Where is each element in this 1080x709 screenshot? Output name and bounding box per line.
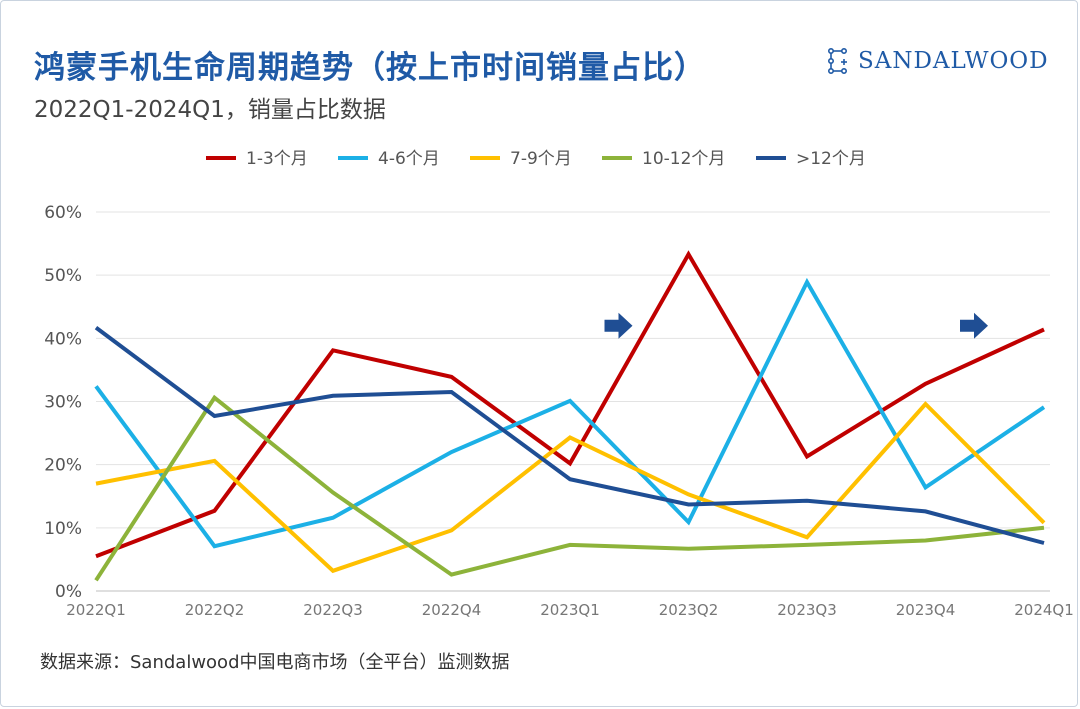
x-tick-label: 2022Q3: [303, 601, 363, 619]
legend-label: 1-3个月: [246, 149, 308, 169]
legend-label: >12个月: [796, 149, 866, 169]
arrow-right-icon: [604, 312, 633, 339]
x-tick-label: 2023Q1: [540, 601, 600, 619]
brand-logo: SANDALWOOD: [826, 46, 1049, 76]
x-axis-ticks: 2022Q1 2022Q2 2022Q3 2022Q4 2023Q1 2023Q2 2023…: [66, 601, 1074, 619]
series-line-2: [95, 401, 1046, 574]
series-line-1: [94, 277, 1046, 549]
y-axis-ticks: 0% 10% 20% 30% 40% 50% 60%: [44, 203, 82, 602]
legend-label: 10-12个月: [642, 149, 725, 169]
series-line-4: [94, 325, 1045, 545]
gridlines: [96, 211, 1050, 592]
y-tick-label: 20%: [44, 456, 82, 476]
series-lines: [94, 250, 1046, 582]
x-tick-label: 2022Q2: [185, 601, 245, 619]
y-tick-label: 40%: [44, 329, 82, 349]
line-chart: 1-3个月 4-6个月 7-9个月 10-12个月 >12个月 0% 10% 20% 30% 4…: [44, 149, 1074, 619]
y-tick-label: 50%: [44, 266, 82, 286]
chart-subtitle: 2022Q1-2024Q1，销量占比数据: [34, 97, 386, 123]
chart-title: 鸿蒙手机生命周期趋势（按上市时间销量占比）: [34, 50, 706, 86]
legend-label: 7-9个月: [510, 149, 572, 169]
y-tick-label: 0%: [55, 582, 82, 602]
x-tick-label: 2023Q3: [777, 601, 837, 619]
x-tick-label: 2024Q1: [1014, 601, 1074, 619]
y-tick-label: 10%: [44, 519, 82, 539]
logo-mark-icon: [827, 47, 848, 74]
logo-text: SANDALWOOD: [858, 48, 1049, 74]
x-tick-label: 2023Q4: [896, 601, 956, 619]
x-tick-label: 2022Q4: [422, 601, 482, 619]
y-tick-label: 60%: [44, 203, 82, 223]
x-tick-label: 2023Q2: [659, 601, 719, 619]
series-line-0: [95, 250, 1045, 559]
data-source-note: 数据来源：Sandalwood中国电商市场（全平台）监测数据: [40, 652, 510, 673]
annotations: [604, 312, 988, 339]
series-line-3: [94, 394, 1045, 582]
x-tick-label: 2022Q1: [66, 601, 126, 619]
legend: 1-3个月 4-6个月 7-9个月 10-12个月 >12个月: [206, 149, 866, 169]
arrow-right-icon: [960, 312, 988, 339]
y-tick-label: 30%: [44, 393, 82, 413]
legend-label: 4-6个月: [378, 149, 440, 169]
